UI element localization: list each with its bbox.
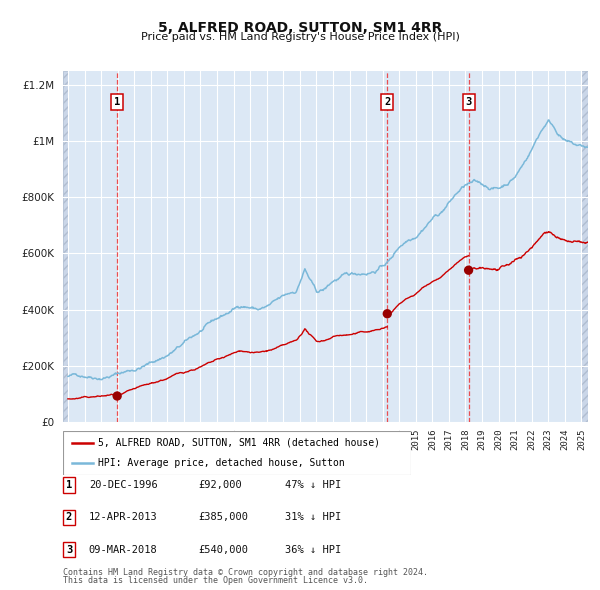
Text: £540,000: £540,000 <box>198 545 248 555</box>
Text: HPI: Average price, detached house, Sutton: HPI: Average price, detached house, Sutt… <box>98 458 344 468</box>
Point <box>464 266 473 275</box>
Bar <box>581 71 588 422</box>
Bar <box>63 71 68 422</box>
Text: 47% ↓ HPI: 47% ↓ HPI <box>285 480 341 490</box>
Text: 2: 2 <box>384 97 391 107</box>
Text: 2: 2 <box>66 513 72 522</box>
Text: 5, ALFRED ROAD, SUTTON, SM1 4RR: 5, ALFRED ROAD, SUTTON, SM1 4RR <box>158 21 442 35</box>
Text: 20-DEC-1996: 20-DEC-1996 <box>89 480 158 490</box>
Text: £92,000: £92,000 <box>198 480 242 490</box>
Point <box>382 309 392 319</box>
Text: 3: 3 <box>66 545 72 555</box>
Text: 31% ↓ HPI: 31% ↓ HPI <box>285 513 341 522</box>
Text: 09-MAR-2018: 09-MAR-2018 <box>89 545 158 555</box>
Text: 36% ↓ HPI: 36% ↓ HPI <box>285 545 341 555</box>
Text: 1: 1 <box>114 97 120 107</box>
Text: 5, ALFRED ROAD, SUTTON, SM1 4RR (detached house): 5, ALFRED ROAD, SUTTON, SM1 4RR (detache… <box>98 438 380 448</box>
Text: Contains HM Land Registry data © Crown copyright and database right 2024.: Contains HM Land Registry data © Crown c… <box>63 568 428 577</box>
FancyBboxPatch shape <box>63 431 411 475</box>
Text: Price paid vs. HM Land Registry's House Price Index (HPI): Price paid vs. HM Land Registry's House … <box>140 32 460 42</box>
Text: 12-APR-2013: 12-APR-2013 <box>89 513 158 522</box>
Text: This data is licensed under the Open Government Licence v3.0.: This data is licensed under the Open Gov… <box>63 576 368 585</box>
Text: 1: 1 <box>66 480 72 490</box>
Text: 3: 3 <box>466 97 472 107</box>
Point <box>112 391 122 401</box>
Text: £385,000: £385,000 <box>198 513 248 522</box>
